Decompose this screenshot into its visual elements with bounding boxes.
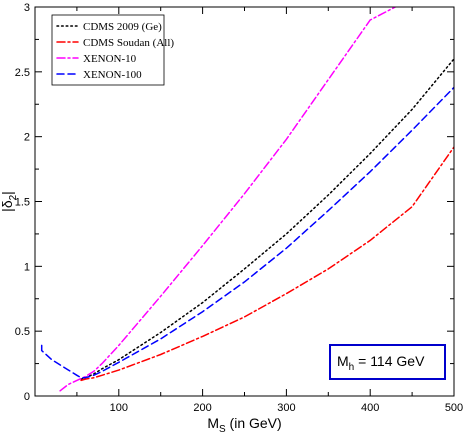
x-axis-label-suffix: (in GeV) [226,415,282,431]
y-tick-label: 2 [24,132,30,144]
legend-label: CDMS 2009 (Ge) [83,21,162,33]
x-axis-label: MS (in GeV) [207,415,281,435]
annotation-rest: = 114 GeV [354,353,425,369]
y-axis-label: |δ2| [0,191,19,212]
series-line-3 [59,7,397,392]
y-tick-label: 1.5 [15,197,30,209]
legend-label: CDMS Soudan (All) [83,37,174,49]
y-axis-label-right: | [0,191,15,195]
y-tick-label: 0.5 [15,326,30,338]
annotation-sub: h [349,362,355,373]
annotation-text: Mh = 114 GeV [337,353,425,373]
tick-layer: 100 200 300 400 500 0 0.5 1 1.5 2 2.5 3 [15,2,463,414]
annotation: Mh = 114 GeV [329,344,446,380]
y-tick-label: 1 [24,261,30,273]
x-tick-label: 100 [110,402,128,414]
series-layer [40,7,454,392]
x-tick-label: 200 [193,402,211,414]
x-axis-label-main: M [207,415,219,431]
y-tick-label: 3 [24,2,30,14]
x-tick-label: 400 [361,402,379,414]
series-line-1 [80,58,454,380]
plot-frame [34,6,455,397]
y-tick-label: 2.5 [15,67,30,79]
legend-label: XENON-100 [83,69,142,81]
y-axis-label-left: |δ [0,200,15,212]
series-line-4 [40,86,454,379]
y-axis-label-sub: 2 [8,194,19,200]
x-axis-label-sub: S [219,424,226,435]
x-tick-label: 500 [445,402,463,414]
annotation-main: M [337,353,349,369]
legend-items: CDMS 2009 (Ge) CDMS Soudan (All) XENON-10 X… [56,21,174,81]
y-tick-label: 0 [24,391,30,403]
annotation-box [329,344,446,380]
legend-label: XENON-10 [83,53,137,65]
series-line-2 [80,146,454,382]
legend: CDMS 2009 (Ge) CDMS Soudan (All) XENON-10 X… [51,14,174,86]
x-tick-label: 300 [277,402,295,414]
